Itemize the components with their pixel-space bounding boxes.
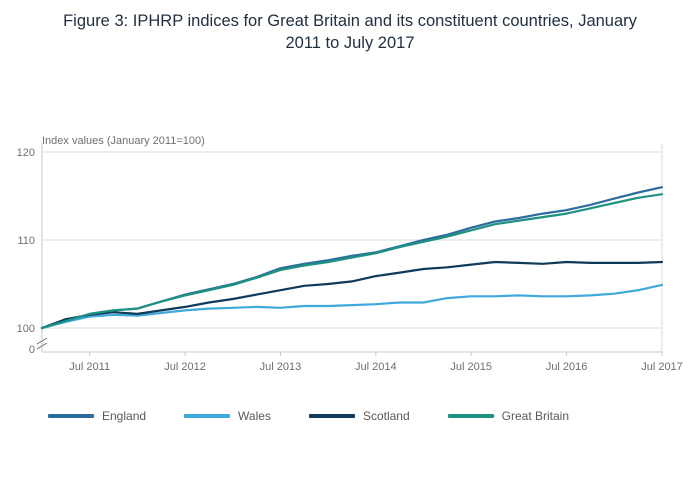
- axis-break-mark: [36, 342, 48, 350]
- legend-label-great-britain: Great Britain: [501, 409, 570, 423]
- x-tick-label-jul-2017: Jul 2017: [641, 361, 683, 373]
- x-tick-label-jul-2014: Jul 2014: [355, 361, 397, 373]
- legend-item-scotland: Scotland: [308, 409, 410, 423]
- legend-item-wales: Wales: [184, 409, 271, 423]
- series-line-great-britain: [40, 193, 664, 330]
- y-axis-unit-label: Index values (January 2011=100): [42, 135, 205, 147]
- legend-item-england: England: [48, 409, 146, 423]
- legend-item-great-britain: Great Britain: [447, 409, 570, 423]
- legend-label-scotland: Scotland: [362, 409, 410, 423]
- y-tick-label-110: 110: [17, 235, 35, 247]
- chart-legend: England Wales Scotland Great Britain: [48, 409, 569, 423]
- legend-label-england: England: [102, 409, 147, 423]
- x-tick-label-jul-2012: Jul 2012: [164, 361, 206, 373]
- y-tick-label-100: 100: [17, 323, 35, 335]
- chart-title: Figure 3: IPHRP indices for Great Britai…: [63, 12, 637, 53]
- series-line-scotland: [40, 260, 664, 330]
- y-tick-label-120: 120: [17, 147, 35, 159]
- series-line-wales: [40, 283, 664, 330]
- axis-break-mark: [36, 337, 48, 345]
- x-tick-label-jul-2015: Jul 2015: [450, 361, 492, 373]
- scotland-line-swatch: [308, 414, 355, 418]
- x-tick-label-jul-2016: Jul 2016: [546, 361, 588, 373]
- x-tick-label-jul-2011: Jul 2011: [69, 361, 110, 373]
- legend-label-wales: Wales: [238, 409, 271, 423]
- wales-line-swatch: [184, 414, 231, 418]
- y-tick-label-zero: 0: [29, 344, 35, 356]
- great-britain-line-swatch: [447, 414, 494, 418]
- england-line-swatch: [48, 414, 94, 418]
- x-tick-label-jul-2013: Jul 2013: [260, 361, 302, 373]
